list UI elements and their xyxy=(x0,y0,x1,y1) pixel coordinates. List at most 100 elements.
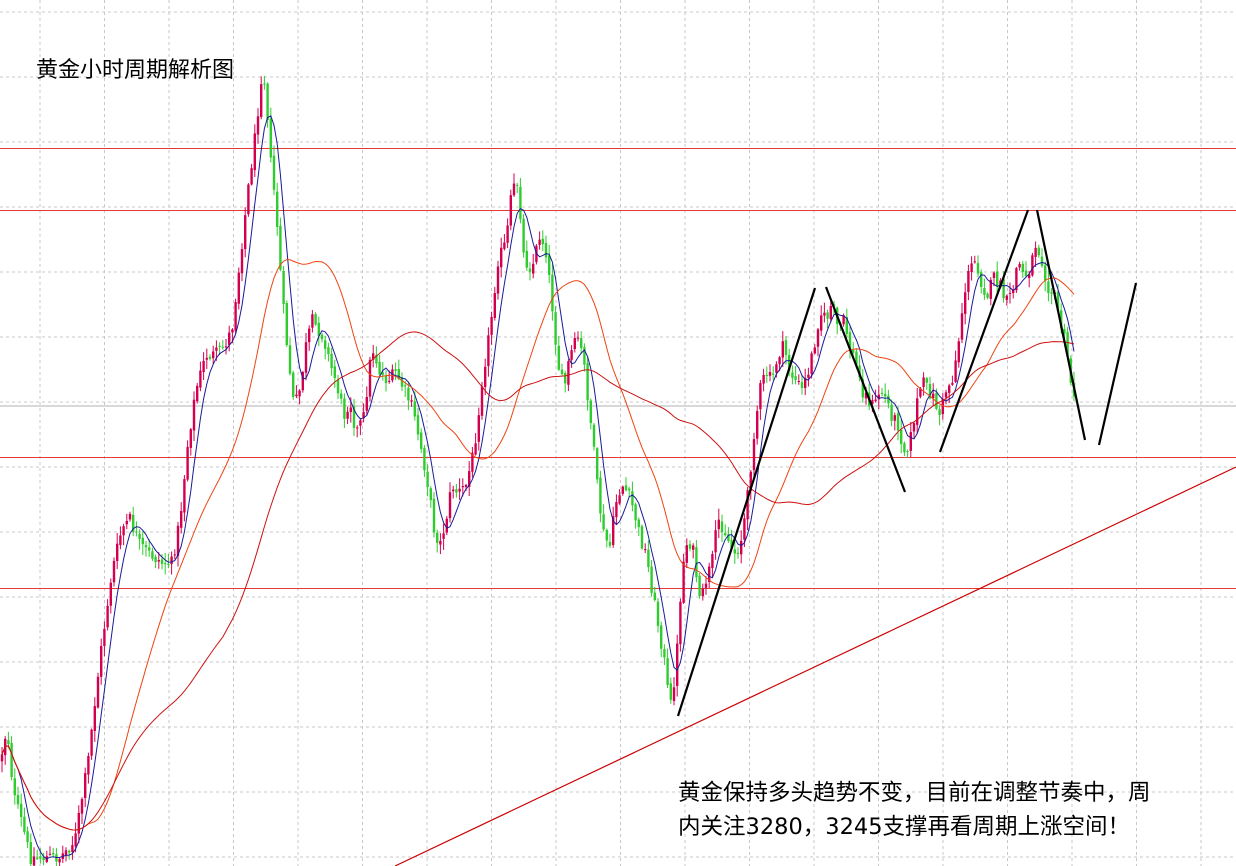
candle-body xyxy=(84,773,87,799)
candle-body xyxy=(90,729,93,756)
candle-body xyxy=(864,392,868,399)
candle-body xyxy=(23,816,26,832)
candle-body xyxy=(922,377,925,388)
candle-body xyxy=(724,533,727,536)
candle-body xyxy=(919,388,922,397)
candle-body xyxy=(874,399,877,402)
candle-body xyxy=(378,361,381,375)
candle-body xyxy=(756,411,759,439)
horizontal-levels xyxy=(0,148,1236,866)
candle-body xyxy=(685,545,688,563)
candle-body xyxy=(48,853,52,855)
candle-body xyxy=(708,566,711,583)
candle-body xyxy=(1002,278,1005,299)
candle-body xyxy=(986,293,989,298)
candle-body xyxy=(375,355,378,364)
candle-body xyxy=(656,601,660,626)
candle-body xyxy=(1040,256,1044,266)
candle-body xyxy=(692,545,695,550)
candle-body xyxy=(64,850,68,856)
moving-average-slow xyxy=(1,331,1075,831)
candle-body xyxy=(234,302,237,331)
candle-body xyxy=(272,155,276,190)
candle-body xyxy=(586,363,589,401)
candle-body xyxy=(468,471,471,487)
candle-body xyxy=(768,372,772,376)
candle-body xyxy=(215,347,218,351)
candle-body xyxy=(333,366,336,379)
rising-trendline xyxy=(394,466,1236,866)
candle-body xyxy=(743,518,746,540)
pattern-drawing-line xyxy=(1097,282,1138,446)
candle-body xyxy=(423,447,426,471)
candle-body xyxy=(554,312,557,345)
candle-body xyxy=(263,83,266,85)
candle-body xyxy=(311,314,314,328)
candle-body xyxy=(138,533,141,539)
candle-body xyxy=(752,439,756,471)
candle-body xyxy=(631,491,634,506)
candle-body xyxy=(669,683,672,700)
candle-body xyxy=(727,534,730,542)
candle-body xyxy=(231,329,234,333)
candle-body xyxy=(1008,292,1012,294)
candle-body xyxy=(605,529,608,541)
candle-body xyxy=(52,852,55,855)
candle-body xyxy=(871,400,874,404)
candle-body xyxy=(304,342,308,373)
candle-body xyxy=(628,488,631,491)
candle-body xyxy=(410,400,413,402)
candle-body xyxy=(10,742,13,778)
candle-body xyxy=(103,628,106,647)
candle-body xyxy=(557,345,560,370)
candle-body xyxy=(698,575,701,597)
candle-body xyxy=(852,349,855,353)
candle-body xyxy=(154,556,157,563)
candle-body xyxy=(420,432,423,449)
candle-body xyxy=(458,488,461,492)
candle-body xyxy=(682,561,685,603)
candle-body xyxy=(58,858,61,863)
candle-body xyxy=(714,530,717,553)
candle-body xyxy=(813,347,816,354)
candle-body xyxy=(208,356,212,359)
candle-body xyxy=(900,429,903,445)
candle-body xyxy=(672,687,676,701)
candle-body xyxy=(192,399,196,431)
candle-body xyxy=(250,168,253,185)
candle-body xyxy=(560,369,564,375)
candle-body xyxy=(109,582,112,606)
candle-body xyxy=(576,337,580,339)
candle-body xyxy=(1012,289,1015,294)
candle-body xyxy=(951,382,954,385)
candle-body xyxy=(596,448,599,480)
candle-body xyxy=(212,351,215,359)
candle-body xyxy=(189,429,192,448)
candle-body xyxy=(144,545,148,548)
trend-drawings xyxy=(676,209,1138,717)
candle-body xyxy=(148,547,151,551)
candle-body xyxy=(1066,332,1069,357)
candle-body xyxy=(896,413,900,431)
candle-body xyxy=(308,328,311,343)
candle-body xyxy=(564,372,567,384)
candle-body xyxy=(954,360,957,382)
candle-body xyxy=(381,372,384,375)
candle-body xyxy=(1034,247,1037,257)
candle-body xyxy=(298,390,301,397)
candle-body xyxy=(244,215,247,250)
candle-body xyxy=(512,183,516,196)
candle-body xyxy=(141,537,144,545)
candle-body xyxy=(164,563,167,565)
candle-body xyxy=(1015,268,1018,291)
candle-body xyxy=(260,84,263,117)
candle-body xyxy=(938,409,941,416)
candle-body xyxy=(1047,281,1050,293)
candle-body xyxy=(509,195,512,226)
candle-body xyxy=(7,740,10,745)
candle-body xyxy=(624,485,628,491)
candle-body xyxy=(480,386,484,416)
candle-body xyxy=(112,560,116,583)
